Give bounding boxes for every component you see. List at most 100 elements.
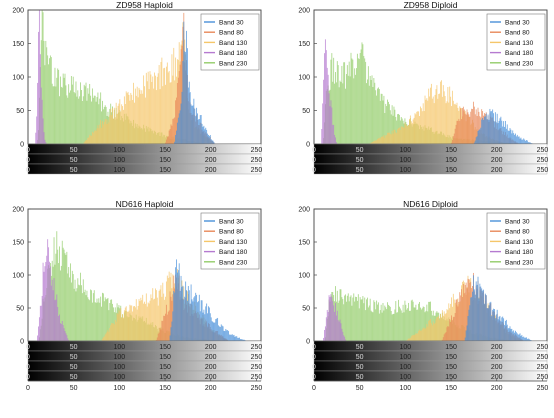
histogram-bar xyxy=(447,310,449,341)
histogram-bar xyxy=(241,339,243,341)
x-axis-tick-label: 250 xyxy=(251,385,263,392)
legend-label: Band 30 xyxy=(219,20,244,27)
histogram-bar xyxy=(454,313,456,341)
histogram-bar xyxy=(205,306,207,341)
histogram-bar xyxy=(403,127,405,144)
histogram-bar xyxy=(110,325,112,341)
x-tick-label: 50 xyxy=(70,167,78,174)
histogram-bar xyxy=(424,95,426,144)
histogram-bar xyxy=(155,290,157,341)
x-tick-label: 0 xyxy=(26,157,30,164)
x-tick-label: 100 xyxy=(114,364,126,371)
histogram-bar xyxy=(59,270,61,341)
histogram-bar xyxy=(174,292,176,341)
histogram-bar xyxy=(339,289,341,341)
legend-label: Band 30 xyxy=(505,219,530,226)
histogram-bar xyxy=(446,309,448,341)
histogram-bar xyxy=(162,282,164,341)
histogram-bar xyxy=(53,86,55,144)
histogram-bar xyxy=(63,249,65,341)
x-tick-label: 100 xyxy=(400,354,412,361)
histogram-bar xyxy=(360,49,362,145)
x-axis-tick-label: 0 xyxy=(312,385,316,392)
histogram-bar xyxy=(499,315,501,341)
histogram-bar xyxy=(437,98,439,144)
histogram-bar xyxy=(466,109,468,144)
histogram-bar xyxy=(95,302,97,341)
histogram-bar xyxy=(326,67,328,144)
x-tick-label: 50 xyxy=(70,147,78,154)
histogram-bar xyxy=(451,90,453,144)
histogram-bar xyxy=(191,105,193,144)
x-tick-label: 0 xyxy=(26,147,30,154)
histogram-bar xyxy=(67,97,69,144)
histogram-bar xyxy=(171,321,173,341)
histogram-bar xyxy=(101,111,103,144)
histogram-bar xyxy=(68,340,70,341)
x-tick-label: 50 xyxy=(70,374,78,381)
histogram-bar xyxy=(110,299,112,341)
histogram-bar xyxy=(483,119,484,144)
histogram-bar xyxy=(170,327,172,341)
legend-label: Band 80 xyxy=(505,30,530,37)
histogram-bar xyxy=(110,108,112,144)
histogram-bar xyxy=(520,137,522,144)
histogram-bar xyxy=(349,296,351,341)
histogram-bar xyxy=(68,84,70,144)
histogram-bar xyxy=(144,301,145,341)
histogram-bar xyxy=(395,301,397,341)
histogram-bar xyxy=(497,319,499,341)
histogram-bar xyxy=(183,21,185,145)
x-axis-tick-label: 150 xyxy=(445,385,457,392)
histogram-bar xyxy=(112,107,113,144)
histogram-bar xyxy=(105,333,107,341)
histogram-bar xyxy=(112,303,113,341)
histogram-bar xyxy=(113,107,115,144)
legend-label: Band 230 xyxy=(219,259,248,266)
histogram-bar xyxy=(130,92,132,144)
histogram-bar xyxy=(123,96,125,144)
histogram-bar xyxy=(396,312,398,341)
histogram-bar xyxy=(425,327,427,341)
histogram-bar xyxy=(398,306,400,341)
histogram-bar xyxy=(453,133,455,144)
histogram-bar xyxy=(443,334,445,341)
histogram-bar xyxy=(377,88,378,144)
histogram-bar xyxy=(44,139,46,144)
histogram-bar xyxy=(497,122,499,144)
chart-title: ND616 Diploid xyxy=(403,199,458,209)
histogram-bar xyxy=(165,304,167,341)
histogram-bar xyxy=(79,285,81,341)
histogram-bar xyxy=(234,336,236,341)
histogram-bar xyxy=(344,336,346,341)
x-tick-label: 50 xyxy=(356,167,364,174)
histogram-bar xyxy=(476,284,478,341)
histogram-bar xyxy=(408,302,410,341)
histogram-bar xyxy=(510,328,512,341)
histogram-bar xyxy=(59,246,60,341)
histogram-bar xyxy=(409,118,410,144)
histogram-bar xyxy=(344,295,346,341)
histogram-bar xyxy=(478,111,480,144)
histogram-bar xyxy=(382,302,384,341)
histogram-bar xyxy=(102,124,104,144)
histogram-bar xyxy=(409,338,410,341)
histogram-bar xyxy=(345,74,347,144)
histogram-bar xyxy=(91,290,92,341)
histogram-bar xyxy=(455,104,457,144)
histogram-bar xyxy=(102,293,104,341)
x-tick-label: 0 xyxy=(312,344,316,351)
histogram-bar xyxy=(75,291,77,341)
histogram-bar xyxy=(115,102,117,144)
histogram-bar xyxy=(407,308,409,341)
histogram-bar xyxy=(82,96,84,144)
histogram-bar xyxy=(484,116,486,144)
histogram-bar xyxy=(111,323,113,341)
y-tick-label: 0 xyxy=(306,142,310,149)
histogram-bar xyxy=(138,87,140,144)
histogram-bar xyxy=(335,142,337,144)
histogram-bar xyxy=(432,321,434,341)
x-tick-label: 0 xyxy=(26,374,30,381)
histogram-bar xyxy=(335,303,336,341)
histogram-bar xyxy=(165,139,167,144)
